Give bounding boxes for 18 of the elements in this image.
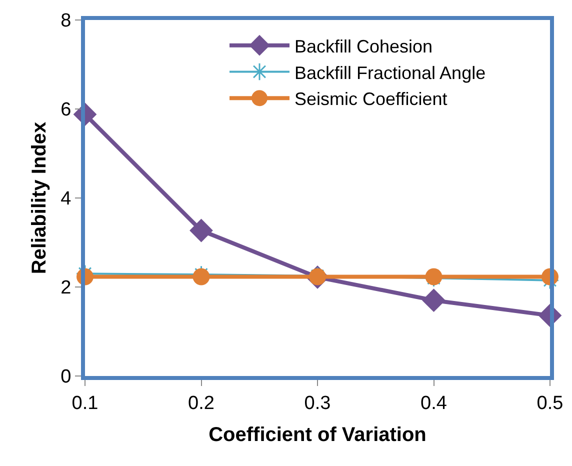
x-axis-title: Coefficient of Variation xyxy=(208,424,426,446)
y-tick-label: 8 xyxy=(60,10,72,32)
y-tick-label: 2 xyxy=(60,278,72,299)
y-axis-title: Reliability Index xyxy=(28,122,51,274)
legend-label: Backfill Cohesion xyxy=(294,36,433,56)
point xyxy=(422,288,446,312)
y-tick-label: 0 xyxy=(60,366,72,388)
x-tick-label: 0.3 xyxy=(304,392,331,414)
point xyxy=(190,218,213,242)
x-tick-label: 0.1 xyxy=(72,392,98,414)
x-tick-label: 0.5 xyxy=(536,392,564,414)
y-tick-label: 4 xyxy=(60,188,72,210)
legend-label: Backfill Fractional Angle xyxy=(294,62,486,83)
y-tick-label: 6 xyxy=(60,100,72,121)
x-tick-label: 0.4 xyxy=(420,392,448,414)
point xyxy=(192,268,210,286)
legend-label: Seismic Coefficient xyxy=(294,89,448,110)
x-tick-label: 0.2 xyxy=(188,392,214,414)
